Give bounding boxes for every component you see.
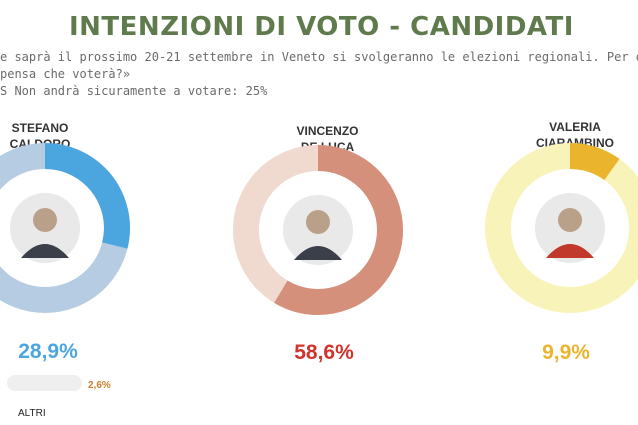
portrait-body [294,246,342,260]
portrait-body [546,244,594,258]
question-line-3: S Non andrà sicuramente a votare: 25% [0,84,268,98]
candidate-name-line: VINCENZO [296,124,359,138]
question-line-2: pensa che voterà?» [0,67,131,81]
value-label-ciarambino: 9,9% [542,341,590,364]
portrait-head [306,210,330,234]
candidate-name-line: STEFANO [11,121,69,135]
portrait-head [558,208,582,232]
candidate-name-line: VALERIA [549,120,601,134]
value-label-de-luca: 58,6% [294,341,354,364]
donut-de-luca [233,145,403,315]
donut-caldoro [0,143,130,313]
others-value-label: 2,6% [88,380,111,391]
donut-value-arc [233,145,403,315]
value-label-caldoro: 28,9% [18,340,78,363]
others-bar [7,375,82,391]
chart-title: INTENZIONI DI VOTO - CANDIDATI [69,12,574,42]
donut-value-arc [0,143,130,313]
donut-ciarambino [485,143,638,313]
portrait-body [21,244,69,258]
portrait-head [33,208,57,232]
question-line-1: e saprà il prossimo 20-21 settembre in V… [0,50,638,64]
others-label: ALTRI [18,408,46,419]
donut-value-arc [485,143,638,313]
